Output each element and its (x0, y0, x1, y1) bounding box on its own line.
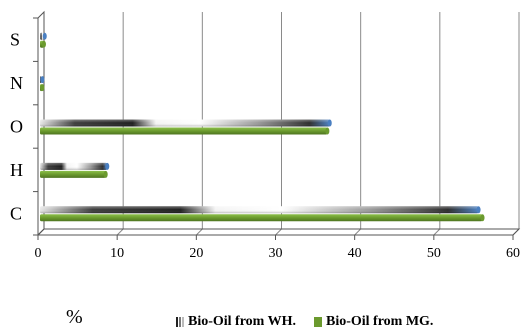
x-tick-label: 30 (269, 246, 283, 261)
floor-tick (433, 228, 441, 236)
bar-cap-wh (42, 32, 47, 40)
floor-tick (354, 228, 362, 236)
x-tick-label: 60 (506, 246, 520, 261)
bar-cap-mg (480, 214, 485, 222)
legend-item-mg: Bio-Oil from MG. (313, 314, 434, 330)
floor-tick (195, 228, 203, 236)
bar-wh-shade (40, 162, 108, 170)
category-label: S (10, 30, 20, 50)
bar-wh-shade (40, 206, 479, 214)
legend-label-wh: Bio-Oil from WH. (188, 314, 296, 329)
legend-swatch-mg (313, 317, 322, 327)
bar-mg (40, 127, 328, 135)
bar-mg (40, 214, 483, 222)
bar-cap-mg (41, 40, 46, 48)
category-label: O (10, 117, 23, 137)
bar-cap-wh (105, 162, 110, 170)
category-label: N (10, 73, 23, 93)
axes (33, 10, 521, 240)
bar-cap-mg (103, 170, 108, 178)
x-tick-label: 0 (35, 246, 42, 261)
bar-cap-wh (476, 206, 481, 214)
legend: Bio-Oil from WH. Bio-Oil from MG. (176, 314, 433, 330)
category-label: H (10, 160, 23, 180)
axis-labels: 0 10 20 30 40 50 60 C H O N S (10, 30, 520, 261)
bar-cap-mg (40, 84, 45, 92)
category-label: C (10, 203, 22, 223)
bar-cap-wh (327, 119, 332, 127)
legend-label-mg: Bio-Oil from MG. (325, 314, 434, 329)
x-tick-label: 40 (348, 246, 362, 261)
bars (40, 32, 485, 222)
x-axis-label: % (66, 306, 83, 328)
bar-wh-shade (40, 119, 330, 127)
floor-tick (116, 228, 124, 236)
bar-cap-mg (325, 127, 330, 135)
bar-cap-wh (40, 76, 45, 84)
bar-mg (40, 170, 106, 178)
floor-tick (275, 228, 282, 236)
x-tick-label: 20 (189, 246, 203, 261)
x-tick-label: 10 (110, 246, 124, 261)
x-tick-label: 50 (427, 246, 441, 261)
legend-swatch-wh (176, 317, 184, 327)
legend-item-wh: Bio-Oil from WH. (176, 314, 296, 330)
